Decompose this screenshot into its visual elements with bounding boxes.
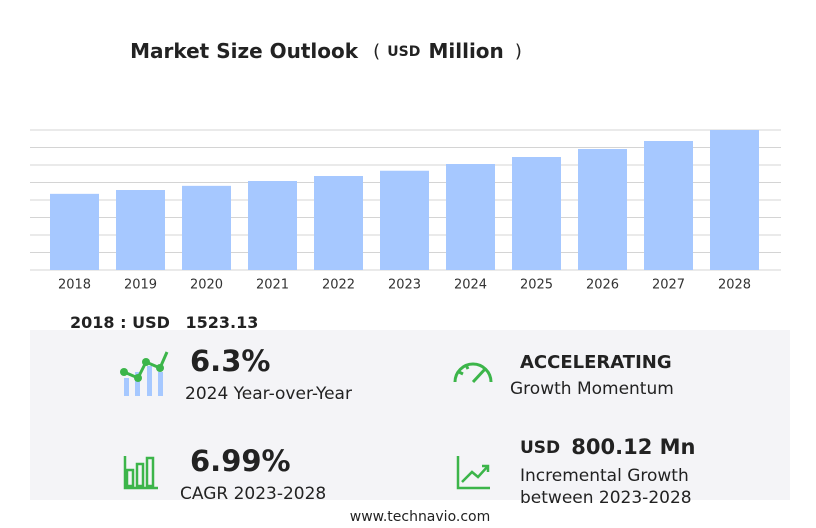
unit-open: (	[373, 41, 380, 62]
x-tick-label: 2026	[586, 278, 619, 293]
unit-currency: USD	[387, 44, 420, 60]
cagr-label: CAGR 2023-2028	[180, 484, 326, 504]
yoy-label: 2024 Year-over-Year	[185, 384, 352, 404]
summary-panel	[30, 330, 790, 500]
bar	[248, 181, 297, 270]
bar	[446, 164, 495, 270]
unit-name: Million	[428, 39, 503, 63]
bar	[578, 149, 627, 270]
bar	[512, 157, 561, 270]
bar	[116, 190, 165, 270]
incremental-value: USD 800.12 Mn	[520, 435, 695, 459]
momentum-value: ACCELERATING	[520, 352, 672, 373]
chart-title: Market Size Outlook ( USD Million )	[130, 39, 522, 63]
incremental-label: Incremental Growth	[520, 466, 689, 486]
bar	[182, 185, 231, 270]
incremental-label2: between 2023-2028	[520, 488, 692, 508]
momentum-icon	[453, 362, 493, 384]
cagr-icon	[123, 456, 158, 490]
x-tick-label: 2018	[58, 278, 91, 293]
bar	[710, 130, 759, 270]
title-text: Market Size Outlook	[130, 39, 359, 63]
x-tick-label: 2022	[322, 278, 355, 293]
incremental-icon	[456, 456, 490, 490]
x-tick-label: 2025	[520, 278, 553, 293]
incremental-amount: 800.12 Mn	[571, 435, 695, 459]
unit-close: )	[515, 41, 522, 62]
bar	[380, 170, 429, 270]
x-tick-label: 2020	[190, 278, 223, 293]
incremental-currency: USD	[520, 438, 560, 458]
x-tick-label: 2023	[388, 278, 421, 293]
yoy-value: 6.3%	[190, 344, 270, 378]
x-tick-label: 2021	[256, 278, 289, 293]
footer: www.technavio.com	[350, 509, 491, 525]
momentum-label: Growth Momentum	[510, 379, 674, 399]
highlight-value: 1523.13	[185, 313, 258, 332]
cagr-value: 6.99%	[190, 444, 291, 478]
yoy-icon	[120, 351, 169, 396]
x-tick-label: 2024	[454, 278, 487, 293]
bar	[644, 141, 693, 270]
highlight: 2018 : USD 1523.13	[70, 313, 258, 332]
highlight-label: 2018 : USD	[70, 313, 170, 332]
bar	[314, 176, 363, 270]
x-tick-label: 2028	[718, 278, 751, 293]
x-tick-label: 2019	[124, 278, 157, 293]
bar	[50, 193, 99, 270]
x-tick-label: 2027	[652, 278, 685, 293]
